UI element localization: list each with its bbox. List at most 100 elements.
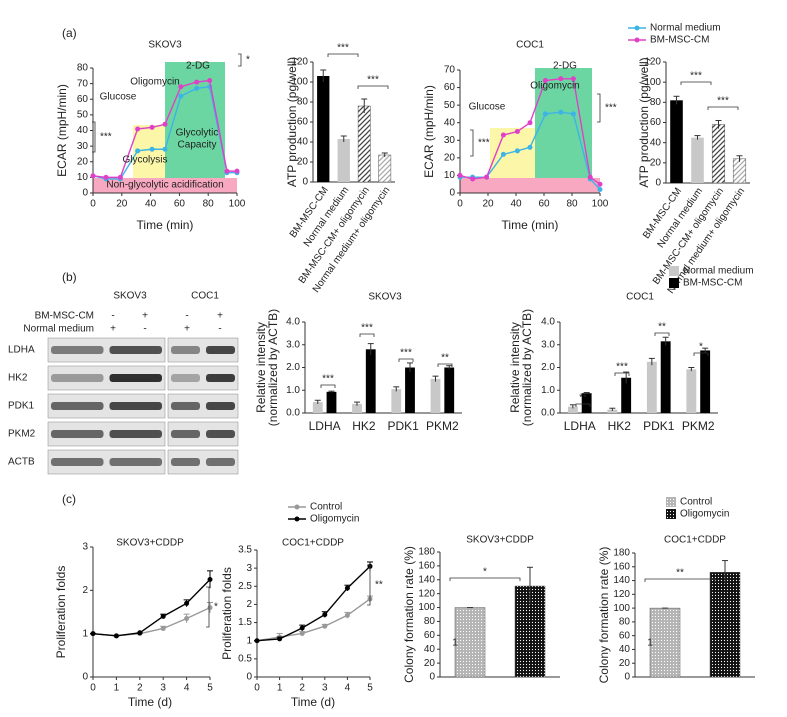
blot-band bbox=[109, 346, 162, 354]
point bbox=[457, 172, 463, 178]
y-tick-label: 0 bbox=[429, 672, 435, 683]
condition-sign: - bbox=[143, 324, 146, 335]
blot-band bbox=[171, 346, 200, 354]
annotation: 2-DG bbox=[186, 61, 210, 72]
annotation: ** bbox=[658, 322, 666, 333]
y-tick-label: 3.0 bbox=[286, 339, 300, 350]
y-axis-label: ATP production (pg/well) bbox=[285, 57, 299, 187]
bar bbox=[621, 377, 632, 413]
point bbox=[162, 121, 168, 127]
x-tick-label: HK2 bbox=[608, 419, 632, 433]
x-tick-label: 1 bbox=[277, 683, 283, 694]
chart-title: COC1+CDDP bbox=[664, 535, 726, 546]
y-tick-label: 40 bbox=[619, 644, 631, 655]
y-tick-label: 1.0 bbox=[286, 385, 300, 396]
condition-sign: + bbox=[217, 311, 223, 322]
annotation: * bbox=[699, 342, 703, 353]
y-tick-label: 4.0 bbox=[541, 317, 555, 328]
blot-band bbox=[51, 346, 104, 354]
y-tick-label: 100 bbox=[418, 602, 435, 613]
annotation: Capacity bbox=[178, 140, 217, 151]
bar bbox=[430, 378, 441, 413]
y-tick-label: 120 bbox=[613, 589, 630, 600]
y-tick-label: 120 bbox=[291, 57, 308, 68]
panel-label: (c) bbox=[62, 492, 76, 506]
y-axis-label: Proliferation folds bbox=[220, 567, 234, 660]
annotation: ** bbox=[676, 568, 684, 579]
bar bbox=[326, 391, 337, 413]
point bbox=[135, 126, 141, 132]
x-tick-label: PKM2 bbox=[426, 419, 459, 433]
y-axis-label: Proliferation folds bbox=[54, 566, 68, 659]
legend-label: Oligomycin bbox=[310, 514, 359, 525]
y-axis-label: Colony formation rate (%) bbox=[402, 546, 416, 683]
point bbox=[322, 612, 328, 618]
blot-band bbox=[206, 430, 235, 438]
bracket bbox=[92, 121, 96, 153]
bracket bbox=[320, 384, 336, 388]
point bbox=[500, 132, 506, 138]
y-tick-label: 1 bbox=[246, 635, 252, 646]
phase-shade bbox=[93, 178, 237, 193]
y-tick-label: 3.5 bbox=[238, 545, 252, 556]
blot-band bbox=[171, 402, 200, 410]
bar bbox=[337, 139, 350, 182]
y-tick-label: 80 bbox=[297, 97, 309, 108]
chart-title: SKOV3 bbox=[148, 40, 182, 51]
point bbox=[207, 78, 213, 83]
y-tick-label: 1 bbox=[82, 628, 88, 639]
legend-label: Normal medium bbox=[683, 266, 754, 277]
bracket bbox=[357, 85, 389, 89]
y-tick-label: 0 bbox=[302, 177, 308, 188]
y-tick-label: 3.0 bbox=[541, 339, 555, 350]
point bbox=[570, 111, 576, 117]
point bbox=[194, 85, 200, 91]
bar bbox=[365, 349, 376, 413]
x-tick-label: 5 bbox=[207, 683, 213, 694]
point bbox=[117, 174, 123, 180]
blot-band bbox=[206, 346, 235, 354]
x-tick-label: 40 bbox=[510, 199, 522, 210]
point bbox=[184, 616, 190, 621]
y-tick-label: 2.0 bbox=[541, 362, 555, 373]
condition-sign: + bbox=[184, 324, 190, 335]
blot-band bbox=[109, 374, 162, 382]
x-tick-label: 3 bbox=[160, 683, 166, 694]
y-tick-label: 0.0 bbox=[286, 408, 300, 419]
blot-column: SKOV3 bbox=[113, 291, 147, 302]
x-tick-label: HK2 bbox=[352, 419, 376, 433]
y-tick-label: 160 bbox=[418, 561, 435, 572]
bar bbox=[732, 158, 747, 184]
annotation: 1 bbox=[452, 638, 458, 649]
x-tick-label: 20 bbox=[116, 199, 128, 210]
y-tick-label: 40 bbox=[297, 137, 309, 148]
annotation: 2-DG bbox=[553, 61, 577, 72]
annotation: 1 bbox=[647, 638, 653, 649]
y-axis-label: Relative intensity bbox=[508, 322, 522, 413]
bracket bbox=[597, 93, 601, 123]
bar bbox=[391, 389, 402, 413]
x-axis-label: Time (min) bbox=[502, 218, 559, 232]
point bbox=[587, 174, 593, 180]
point bbox=[299, 630, 305, 636]
blot-row-label: LDHA bbox=[8, 345, 35, 356]
y-tick-label: 1.0 bbox=[541, 385, 555, 396]
legend-label: BM-MSC-CM bbox=[683, 278, 742, 289]
x-tick-label: PDK1 bbox=[643, 419, 675, 433]
x-tick-label: 40 bbox=[145, 199, 157, 210]
y-tick-label: 4.0 bbox=[286, 317, 300, 328]
point bbox=[90, 631, 96, 637]
y-tick-label: 0.0 bbox=[541, 408, 555, 419]
legend-label: BM-MSC-CM bbox=[650, 35, 709, 46]
point bbox=[194, 79, 200, 85]
bar bbox=[670, 100, 683, 183]
legend-label: Control bbox=[310, 502, 342, 513]
annotation: *** bbox=[605, 103, 617, 114]
blot-band bbox=[206, 402, 235, 410]
point bbox=[344, 585, 350, 591]
bracket bbox=[238, 53, 242, 67]
chart-title: COC1 bbox=[516, 40, 544, 51]
bracket bbox=[693, 352, 709, 356]
y-axis-label: (normalized by ACTB) bbox=[520, 309, 534, 426]
